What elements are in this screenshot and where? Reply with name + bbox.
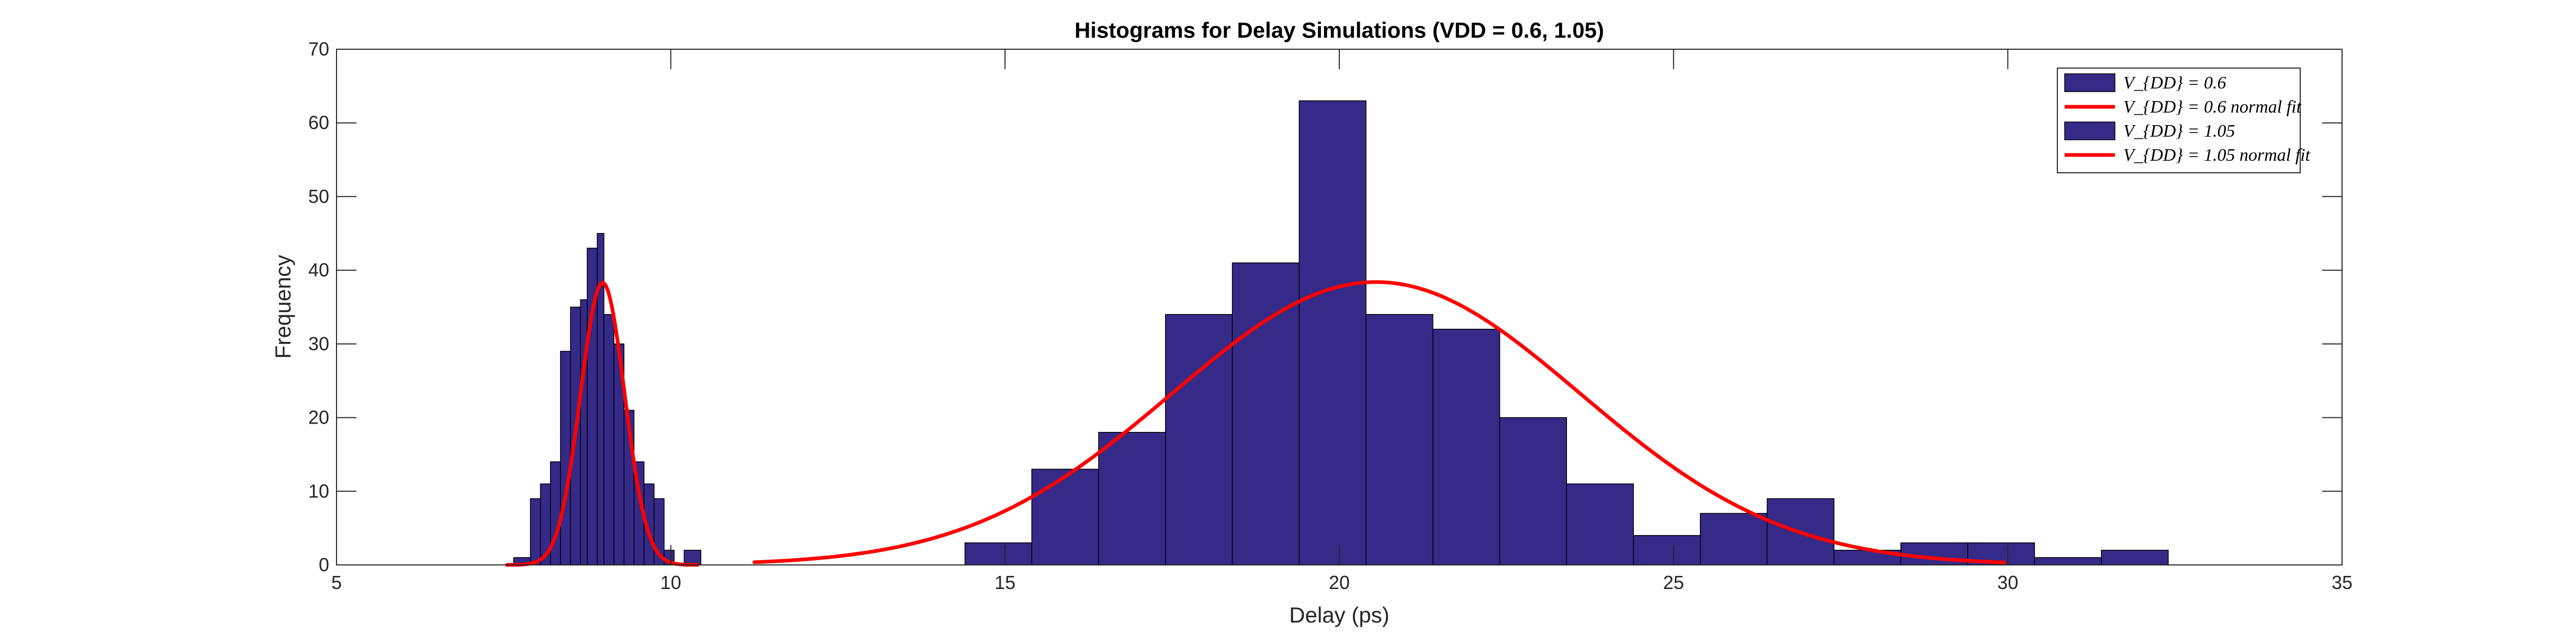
normal-fit-line bbox=[752, 280, 2007, 564]
histogram-bar bbox=[1298, 100, 1367, 565]
legend-label: V_{DD} = 1.05 normal fit bbox=[2123, 146, 2311, 165]
histogram-bar bbox=[530, 498, 541, 565]
x-tick-labels: 5 10 15 20 25 30 35 bbox=[331, 572, 2353, 593]
x-tick-label: 10 bbox=[660, 572, 681, 593]
legend-label: V_{DD} = 1.05 bbox=[2123, 121, 2235, 141]
y-tick-label: 50 bbox=[308, 185, 329, 207]
legend-label: V_{DD} = 0.6 bbox=[2123, 73, 2226, 93]
histogram-bar bbox=[560, 351, 571, 565]
axis-ticks bbox=[336, 49, 2343, 565]
histogram-bar bbox=[603, 314, 614, 565]
y-tick-label: 10 bbox=[308, 480, 329, 502]
histogram-bar bbox=[1432, 328, 1500, 565]
histogram-bars bbox=[513, 100, 2169, 565]
legend-label: V_{DD} = 0.6 normal fit bbox=[2123, 97, 2302, 117]
histogram-bar bbox=[964, 542, 1033, 565]
chart-title: Histograms for Delay Simulations (VDD = … bbox=[1074, 18, 1604, 42]
y-tick-label: 60 bbox=[308, 112, 329, 134]
y-axis-label: Frequency bbox=[271, 255, 295, 359]
histogram-bar bbox=[1365, 314, 1433, 565]
x-tick-label: 5 bbox=[331, 572, 342, 593]
legend: V_{DD} = 0.6 V_{DD} = 0.6 normal fit V_{DD… bbox=[2057, 68, 2311, 173]
x-tick-label: 20 bbox=[1329, 572, 1350, 593]
x-axis-label: Delay (ps) bbox=[1289, 603, 1389, 627]
histogram-bar bbox=[1700, 513, 1768, 565]
histogram-bar bbox=[1633, 535, 1701, 565]
histogram-bar bbox=[550, 461, 561, 565]
normal-fit-curves bbox=[505, 280, 2007, 567]
histogram-bar bbox=[1098, 431, 1166, 565]
y-tick-label: 20 bbox=[308, 407, 329, 428]
histogram-bar bbox=[2034, 557, 2102, 565]
y-tick-label: 40 bbox=[308, 259, 329, 281]
histogram-bar bbox=[1231, 262, 1300, 565]
histogram-bar bbox=[1499, 417, 1567, 565]
histogram-bar bbox=[1165, 314, 1233, 565]
legend-swatch bbox=[2064, 121, 2115, 140]
histogram-bar bbox=[1031, 469, 1099, 565]
normal-fit-line bbox=[505, 281, 700, 567]
y-tick-label: 30 bbox=[308, 333, 329, 354]
histogram-bar bbox=[684, 550, 701, 565]
y-tick-label: 0 bbox=[319, 554, 329, 575]
y-tick-labels: 0 10 20 30 40 50 60 70 bbox=[308, 38, 329, 575]
histogram-bar bbox=[1566, 483, 1634, 565]
y-tick-label: 70 bbox=[308, 38, 329, 60]
x-tick-label: 15 bbox=[994, 572, 1015, 593]
x-tick-label: 30 bbox=[1997, 572, 2018, 593]
x-tick-label: 25 bbox=[1663, 572, 1684, 593]
legend-swatch bbox=[2064, 73, 2115, 92]
x-tick-label: 35 bbox=[2332, 572, 2353, 593]
histogram-bar bbox=[2101, 550, 2169, 565]
